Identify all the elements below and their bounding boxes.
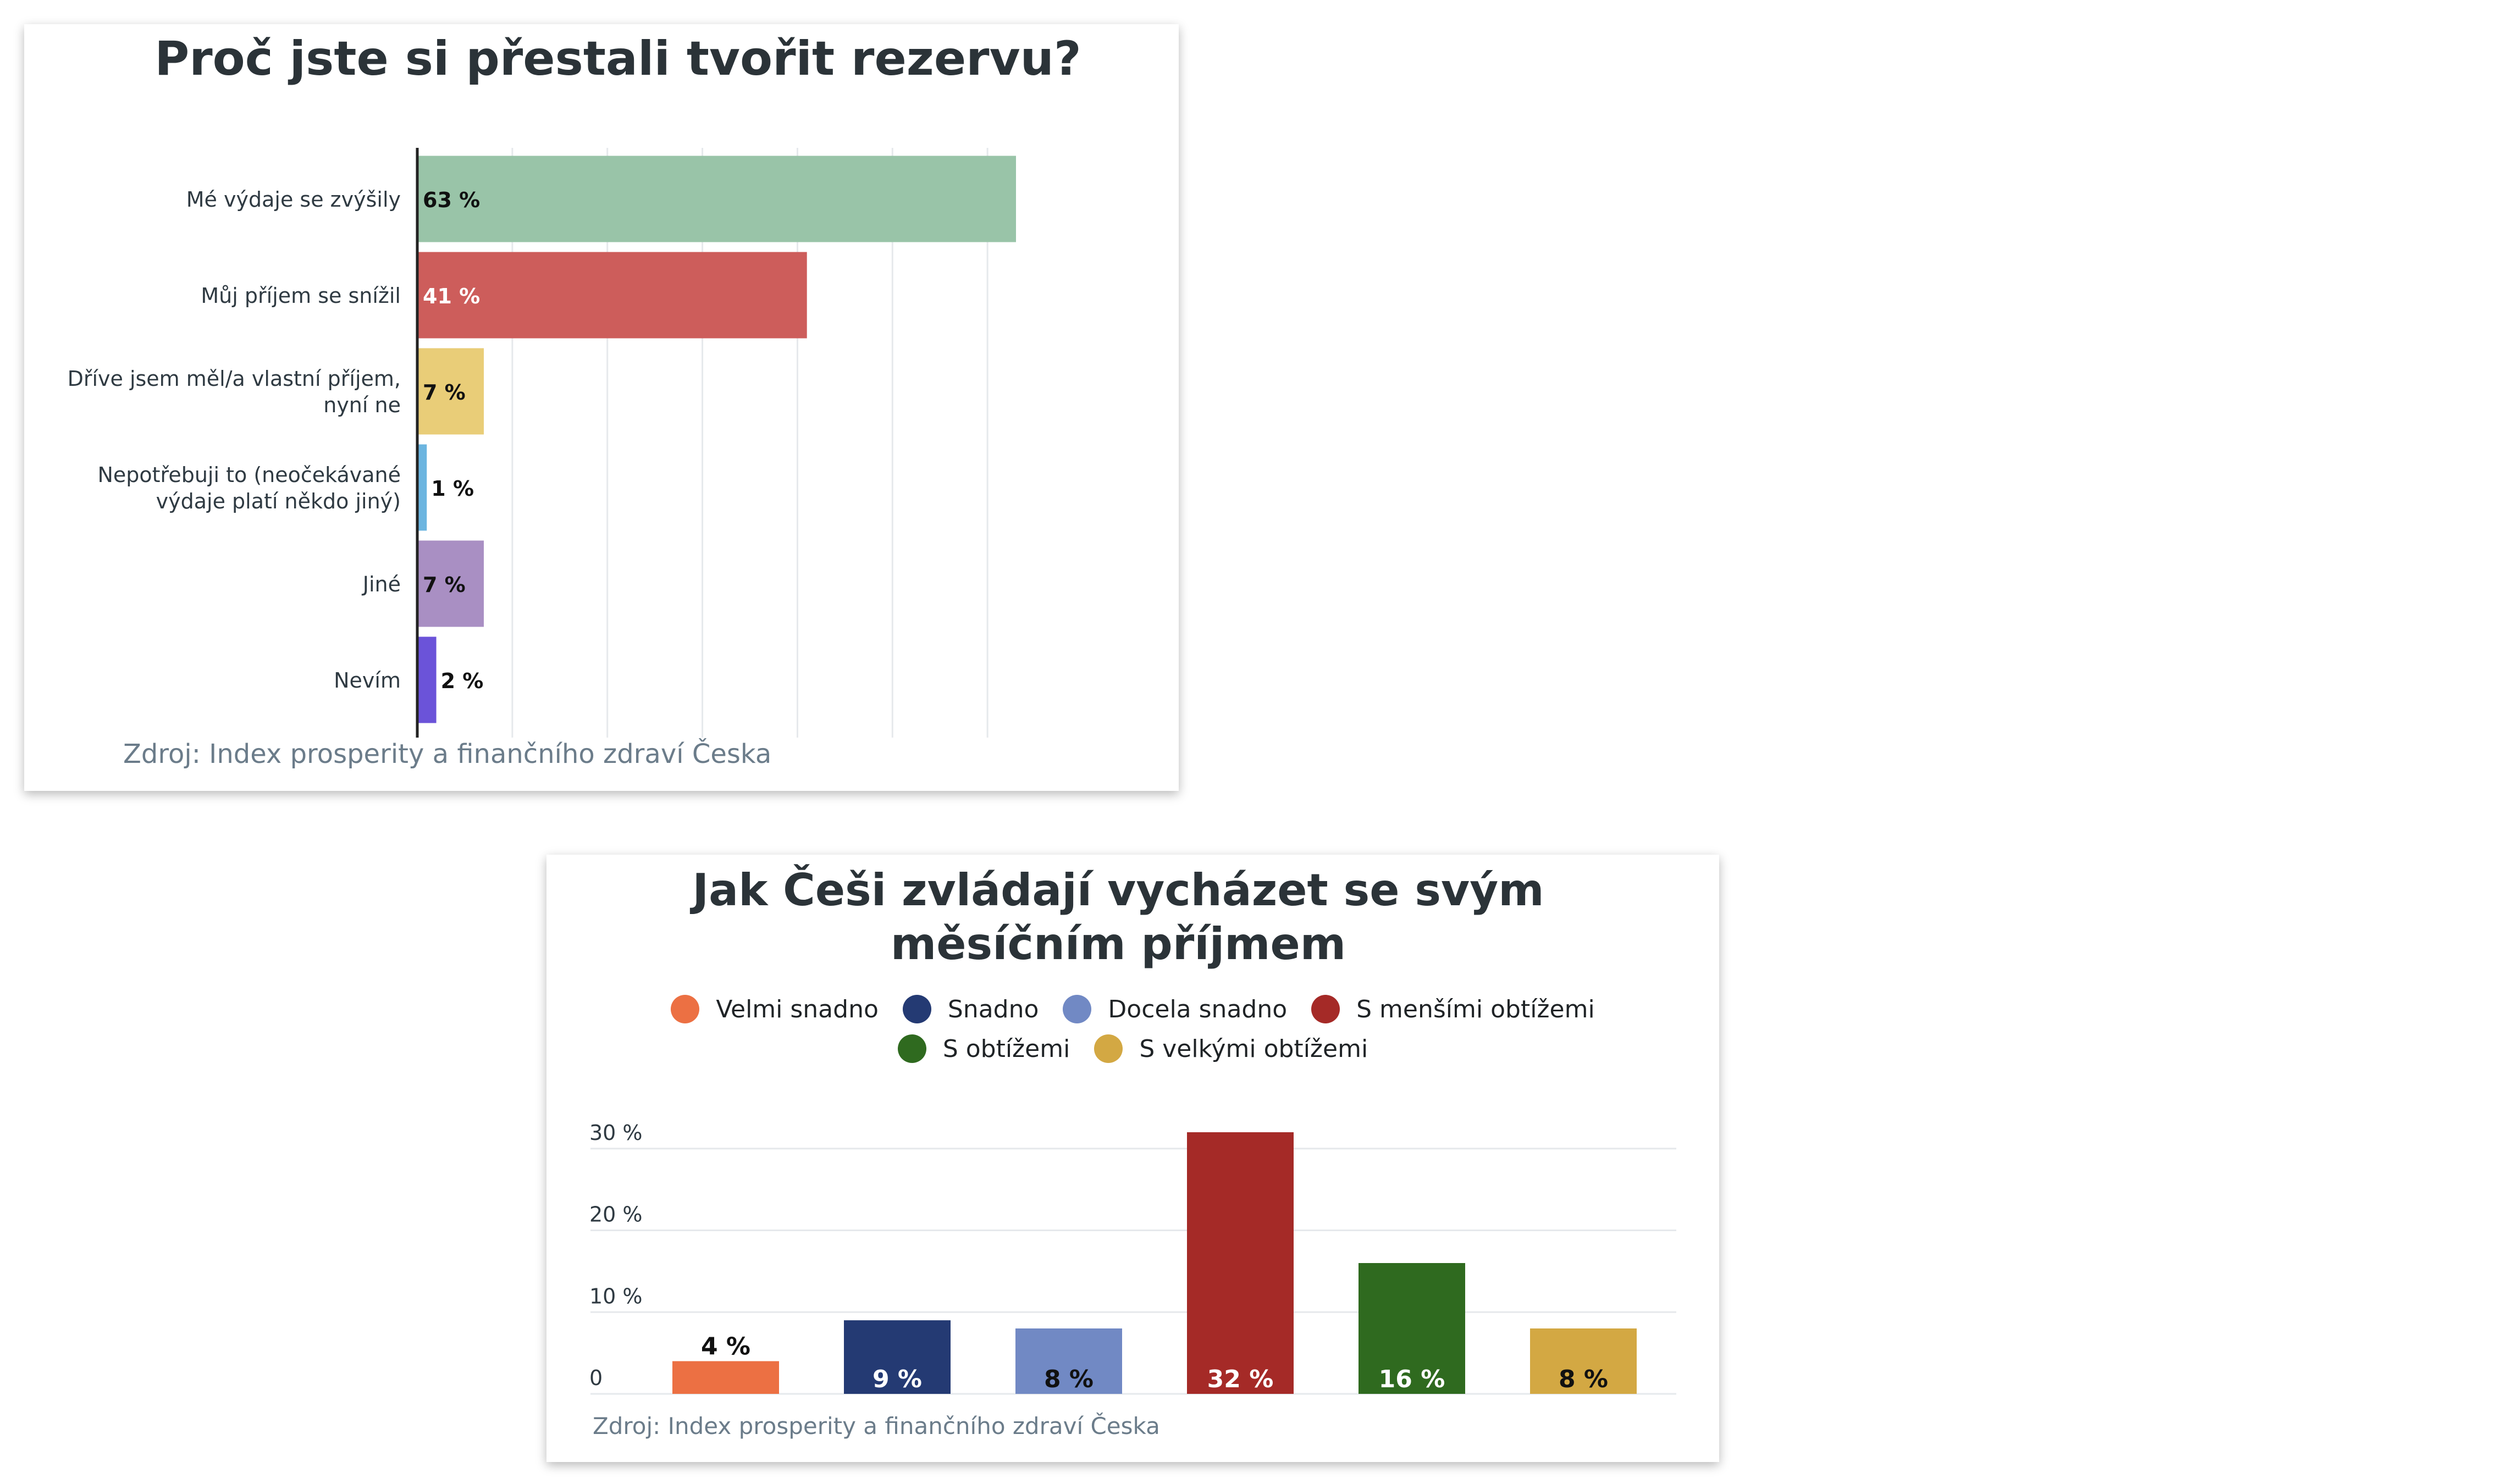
bar-value-label: 1 %	[431, 477, 474, 501]
bar	[1015, 1328, 1122, 1394]
bar-value-label: 63 %	[423, 188, 480, 212]
bar-value-label: 9 %	[873, 1365, 922, 1393]
legend-label: S menšími obtížemi	[1356, 995, 1595, 1023]
bar	[417, 348, 484, 435]
legend-item[interactable]: S obtížemi	[897, 1032, 1070, 1066]
y-tick-label: 20 %	[589, 1203, 643, 1227]
legend-swatch	[671, 995, 700, 1023]
bar-value-label: 8 %	[1044, 1365, 1094, 1393]
legend-swatch	[902, 995, 931, 1023]
legend-label: Docela snadno	[1108, 995, 1288, 1023]
legend-item[interactable]: Docela snadno	[1063, 992, 1287, 1026]
bar-value-label: 41 %	[423, 284, 480, 308]
horizontal-bar-chart: Proč jste si přestali tvořit rezervu? 63…	[68, 31, 1081, 738]
legend-label: Snadno	[947, 995, 1039, 1023]
bar	[1187, 1132, 1294, 1394]
chart-source: Zdroj: Index prosperity a finančního zdr…	[593, 1413, 1160, 1439]
legend-swatch	[897, 1034, 926, 1063]
legend-label: Velmi snadno	[716, 995, 879, 1023]
bar	[1530, 1328, 1637, 1394]
legend-item[interactable]: Velmi snadno	[671, 992, 879, 1026]
legend-swatch	[1311, 995, 1340, 1023]
bar-value-label: 32 %	[1207, 1365, 1274, 1393]
category-label: Nevím	[334, 668, 401, 693]
bar	[672, 1361, 779, 1394]
chart-title-line-1: Jak Češi zvládají vycházet se svým	[689, 864, 1544, 916]
y-tick-label: 30 %	[589, 1121, 643, 1145]
chart-source: Zdroj: Index prosperity a finančního zdr…	[123, 739, 772, 769]
bar-value-label: 7 %	[423, 380, 466, 405]
bar	[417, 636, 437, 723]
chart-legend: Velmi snadno Snadno Docela snadno S menšími…	[568, 992, 1697, 1066]
bar	[1359, 1263, 1465, 1394]
bar-value-label: 2 %	[441, 669, 484, 693]
legend-item[interactable]: Snadno	[902, 992, 1039, 1026]
bar-value-label: 8 %	[1559, 1365, 1608, 1393]
bar	[417, 252, 807, 339]
chart-card-rezerva: Proč jste si přestali tvořit rezervu? 63…	[24, 24, 1179, 791]
category-label: Jiné	[362, 572, 401, 596]
chart-title-line-2: měsíčním příjmem	[891, 918, 1346, 970]
legend-item[interactable]: S velkými obtížemi	[1094, 1032, 1368, 1066]
chart-card-prijem: Jak Češi zvládají vycházet se svým měsíč…	[546, 855, 1719, 1462]
bar-value-label: 7 %	[423, 573, 466, 597]
bar	[417, 540, 484, 627]
legend-swatch	[1063, 995, 1092, 1023]
category-label: nyní ne	[323, 393, 401, 417]
legend-label: S obtížemi	[942, 1034, 1070, 1063]
chart-title: Proč jste si přestali tvořit rezervu?	[154, 31, 1081, 86]
bar-value-label: 4 %	[701, 1333, 750, 1361]
legend-item[interactable]: S menšími obtížemi	[1311, 992, 1595, 1026]
bar	[844, 1320, 951, 1394]
category-label: výdaje platí někdo jiný)	[156, 489, 401, 513]
y-tick-label: 10 %	[589, 1284, 643, 1308]
bar	[417, 156, 1016, 242]
bar-value-label: 16 %	[1379, 1365, 1445, 1393]
category-label: Nepotřebuji to (neočekávané	[97, 463, 401, 487]
category-label: Dříve jsem měl/a vlastní příjem,	[68, 367, 401, 391]
category-label: Můj příjem se snížil	[201, 284, 401, 308]
legend-label: S velkými obtížemi	[1139, 1034, 1368, 1063]
legend-swatch	[1094, 1034, 1123, 1063]
category-label: Mé výdaje se zvýšily	[186, 187, 401, 212]
bar	[417, 444, 427, 531]
vertical-bar-chart: Jak Češi zvládají vycházet se svým měsíč…	[589, 864, 1676, 1395]
y-tick-label: 0	[589, 1366, 603, 1390]
